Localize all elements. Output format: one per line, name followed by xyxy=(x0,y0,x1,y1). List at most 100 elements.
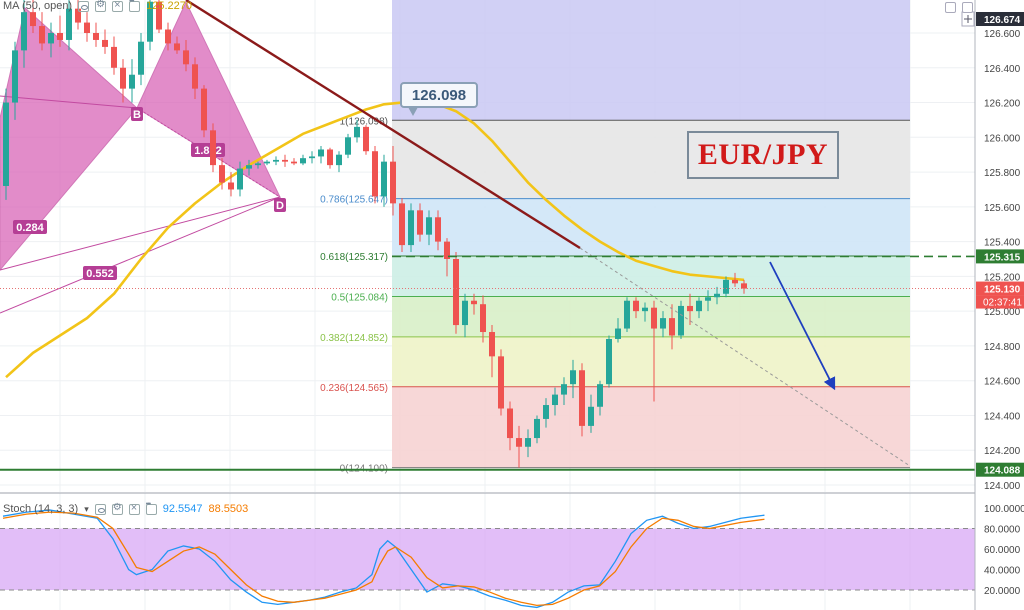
high-price-callout[interactable]: 126.098 xyxy=(400,82,478,116)
candle xyxy=(345,133,351,159)
candle-body xyxy=(615,328,621,339)
main-pane-controls[interactable] xyxy=(945,2,973,13)
fib-level-label: 0.236(124.565) xyxy=(320,383,388,394)
candle xyxy=(174,36,180,54)
candle-body xyxy=(21,12,27,51)
candle xyxy=(282,154,288,167)
candle-body xyxy=(228,182,234,190)
price-tick: 125.400 xyxy=(984,238,1021,249)
countdown-tag xyxy=(976,295,1024,309)
candle-body xyxy=(471,300,477,305)
candle-body xyxy=(300,158,306,164)
candle xyxy=(129,59,135,103)
point-d-label-bg xyxy=(274,198,286,212)
candle-body xyxy=(219,165,225,183)
candle xyxy=(372,146,378,204)
candle-body xyxy=(111,46,117,68)
eye-icon[interactable] xyxy=(78,0,90,12)
candle-body xyxy=(309,156,315,159)
candle xyxy=(687,293,693,326)
close-icon[interactable] xyxy=(112,0,124,12)
stoch-tick: 100.0000 xyxy=(984,504,1024,515)
candle-body xyxy=(39,26,45,44)
candle xyxy=(552,387,558,416)
dashed-level-label: 125.315 xyxy=(984,252,1021,263)
point-b-label-bg xyxy=(131,107,143,121)
ma-legend[interactable]: MA (50, open) 125.2270 xyxy=(3,0,192,12)
gear-icon[interactable] xyxy=(111,502,123,515)
point-b-label: B xyxy=(133,109,141,121)
candle xyxy=(399,198,405,253)
candle xyxy=(48,22,54,58)
stoch-legend[interactable]: Stoch (14, 3, 3) ▾ 92.5547 88.5503 xyxy=(3,501,249,516)
support-level-tag xyxy=(976,462,1024,477)
price-tick: 126.200 xyxy=(984,99,1021,110)
pair-label[interactable]: EUR/JPY xyxy=(687,131,839,179)
candle-body xyxy=(732,279,738,284)
candle-body xyxy=(570,370,576,385)
candle xyxy=(471,293,477,315)
stoch-d-value: 88.5503 xyxy=(208,503,249,515)
candle xyxy=(111,36,117,75)
ratio-label-0552: 0.552 xyxy=(86,268,114,280)
candle-body xyxy=(606,338,612,385)
candle-body xyxy=(426,217,432,235)
harmonic-pattern[interactable]: B D 1.872 0.284 0.552 xyxy=(0,0,286,314)
ratio-label-1872-bg xyxy=(191,143,225,157)
candle xyxy=(732,272,738,287)
candle xyxy=(480,295,486,343)
stoch-tick: 20.0000 xyxy=(984,586,1021,597)
candle-body xyxy=(579,370,585,426)
candle xyxy=(705,290,711,312)
candle xyxy=(84,12,90,42)
dashed-level-tag xyxy=(976,249,1024,264)
candle xyxy=(93,22,99,47)
candle xyxy=(660,311,666,338)
candle-body xyxy=(543,405,549,419)
stoch-tick: 80.0000 xyxy=(984,525,1021,536)
candle-body xyxy=(147,1,153,42)
candle-body xyxy=(237,168,243,190)
candle-body xyxy=(255,163,261,166)
close-icon[interactable] xyxy=(128,502,140,515)
last-price-tag xyxy=(976,281,1024,296)
price-tick: 124.000 xyxy=(984,481,1021,492)
candle xyxy=(579,363,585,437)
candle-body xyxy=(120,67,126,89)
candle-body xyxy=(516,438,522,447)
candle xyxy=(606,335,612,388)
candle-body xyxy=(498,356,504,409)
candle-body xyxy=(165,29,171,44)
minimize-pane-icon[interactable] xyxy=(945,2,956,13)
candle-body xyxy=(282,159,288,162)
more-icon[interactable] xyxy=(129,0,141,12)
forecast-arrow[interactable] xyxy=(769,261,836,391)
candle xyxy=(714,286,720,305)
candle-body xyxy=(687,305,693,312)
candle-body xyxy=(525,438,531,447)
support-level-label: 124.088 xyxy=(984,466,1021,477)
candle xyxy=(156,0,162,33)
candle-body xyxy=(210,130,216,166)
stoch-tick: 60.0000 xyxy=(984,545,1021,556)
price-axis[interactable]: 126.600 126.400 126.200 126.000 125.800 125.6… xyxy=(961,0,1024,610)
price-tick: 125.200 xyxy=(984,272,1021,283)
maximize-pane-icon[interactable] xyxy=(962,2,973,13)
ratio-label-0552-bg xyxy=(83,266,117,280)
more-icon[interactable] xyxy=(145,501,157,515)
countdown-label: 02:37:41 xyxy=(983,298,1022,309)
candle xyxy=(678,300,684,339)
candle xyxy=(327,147,333,169)
eye-icon[interactable] xyxy=(94,503,106,515)
drawings[interactable] xyxy=(0,0,975,471)
gear-icon[interactable] xyxy=(95,0,107,12)
candles xyxy=(3,0,747,468)
downtrend-line[interactable] xyxy=(185,0,581,250)
chevron-down-icon[interactable]: ▾ xyxy=(84,503,89,514)
candle xyxy=(255,161,261,169)
fib-level-label: 0.5(125.084) xyxy=(331,293,388,304)
candle xyxy=(588,394,594,433)
price-tick: 124.400 xyxy=(984,411,1021,422)
candle xyxy=(147,0,153,51)
